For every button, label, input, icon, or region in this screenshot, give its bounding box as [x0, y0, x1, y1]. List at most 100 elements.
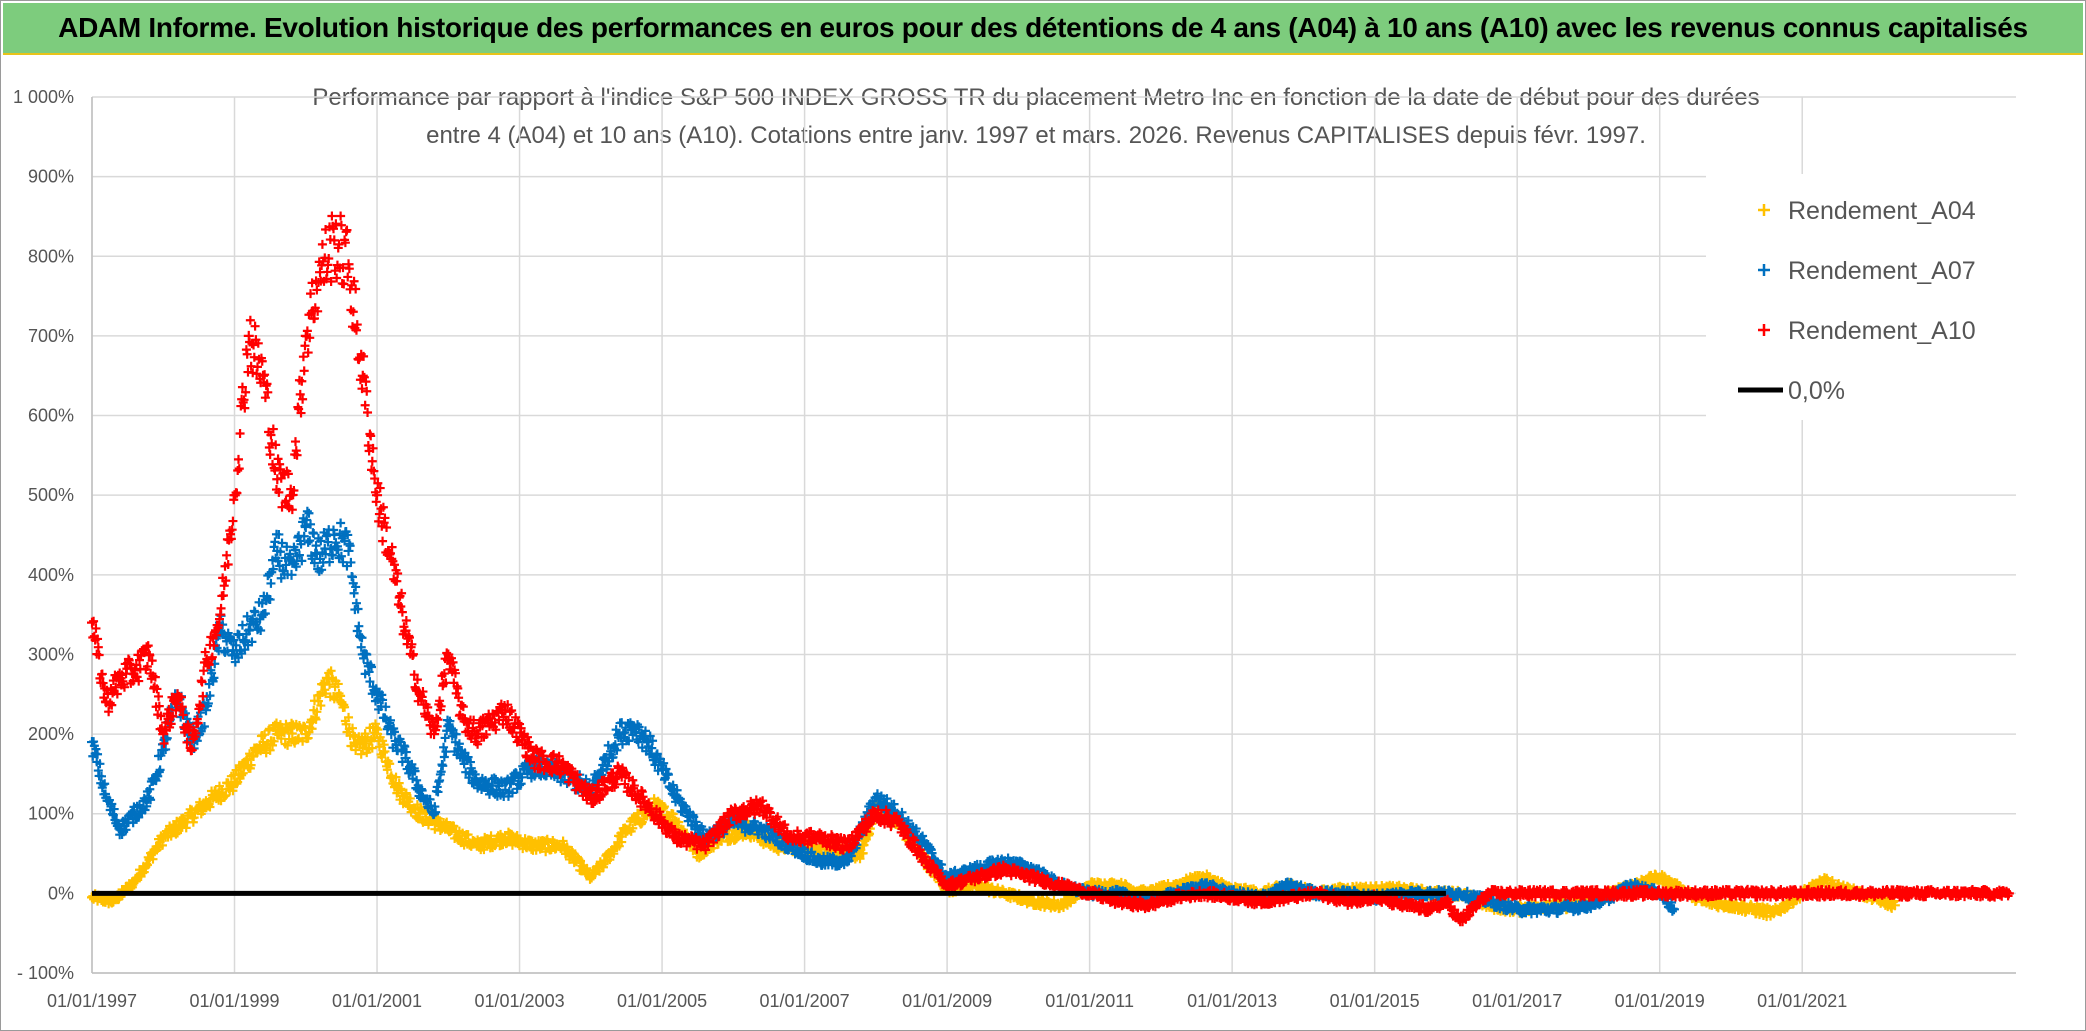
y-tick-label: 100% — [28, 804, 74, 824]
point-rendement-a04 — [367, 743, 377, 753]
point-rendement-a04 — [394, 778, 404, 788]
point-rendement-a10 — [378, 536, 388, 546]
axis-layer: - 100% 0% 100% 200% 300% 400% 500% 600% 700% 800%… — [13, 87, 2016, 1011]
point-rendement-a04 — [479, 845, 489, 855]
point-rendement-a04 — [373, 725, 383, 735]
point-rendement-a04 — [374, 742, 384, 752]
chart-title-line-2: entre 4 (A04) et 10 ans (A10). Cotations… — [426, 122, 1646, 149]
point-rendement-a04 — [341, 719, 351, 729]
report-banner: ADAM Informe. Evolution historique des p… — [3, 3, 2083, 55]
point-rendement-a07 — [438, 761, 448, 771]
point-rendement-a04 — [284, 734, 294, 744]
point-rendement-a10 — [273, 454, 283, 464]
point-rendement-a10 — [222, 550, 232, 560]
y-tick-label: 600% — [28, 406, 74, 426]
point-rendement-a04 — [311, 714, 321, 724]
point-rendement-a10 — [317, 239, 327, 249]
x-tick-label: 01/01/2017 — [1472, 991, 1562, 1011]
x-tick-label: 01/01/2001 — [332, 991, 422, 1011]
point-rendement-a04 — [380, 746, 390, 756]
x-tick-label: 01/01/2019 — [1615, 991, 1705, 1011]
y-tick-label: 900% — [28, 167, 74, 187]
x-tick-label: 01/01/2009 — [902, 991, 992, 1011]
point-rendement-a10 — [336, 211, 346, 221]
point-rendement-a07 — [336, 518, 346, 528]
y-tick-label: 500% — [28, 485, 74, 505]
point-rendement-a10 — [290, 437, 300, 447]
x-tick-label: 01/01/2021 — [1757, 991, 1847, 1011]
x-tick-label: 01/01/2015 — [1330, 991, 1420, 1011]
x-tick-label: 01/01/2011 — [1045, 991, 1134, 1011]
point-rendement-a04 — [617, 837, 627, 847]
point-rendement-a07 — [354, 621, 364, 631]
y-tick-label: 300% — [28, 644, 74, 664]
point-rendement-a04 — [321, 689, 331, 699]
y-tick-label: 0% — [48, 883, 74, 903]
point-rendement-a10 — [252, 362, 262, 372]
point-rendement-a04 — [357, 734, 367, 744]
point-rendement-a10 — [200, 647, 210, 657]
banner-title: ADAM Informe. Evolution historique des p… — [58, 12, 2028, 43]
x-tick-label: 01/01/2005 — [617, 991, 707, 1011]
point-rendement-a04 — [449, 821, 459, 831]
point-rendement-a10 — [235, 429, 245, 439]
point-rendement-a10 — [342, 225, 352, 235]
point-rendement-a07 — [349, 588, 359, 598]
point-rendement-a07 — [237, 620, 247, 630]
point-rendement-a04 — [371, 723, 381, 733]
point-rendement-a04 — [269, 736, 279, 746]
y-tick-label: 700% — [28, 326, 74, 346]
y-tick-label: 800% — [28, 246, 74, 266]
point-rendement-a04 — [463, 830, 473, 840]
point-rendement-a04 — [507, 829, 517, 839]
x-tick-label: 01/01/1997 — [47, 991, 137, 1011]
point-rendement-a10 — [245, 315, 255, 325]
point-rendement-a04 — [283, 740, 293, 750]
point-rendement-a04 — [585, 874, 595, 884]
point-rendement-a04 — [512, 831, 522, 841]
point-rendement-a10 — [234, 464, 244, 474]
point-rendement-a04 — [391, 772, 401, 782]
point-rendement-a07 — [351, 598, 361, 608]
point-rendement-a10 — [366, 431, 376, 441]
point-rendement-a04 — [205, 802, 215, 812]
x-tick-label: 01/01/1999 — [189, 991, 279, 1011]
point-rendement-a04 — [265, 745, 275, 755]
point-rendement-a04 — [674, 817, 684, 827]
point-rendement-a04 — [157, 840, 167, 850]
point-rendement-a10 — [228, 516, 238, 526]
point-rendement-a10 — [265, 450, 275, 460]
y-tick-label: - 100% — [17, 963, 74, 983]
point-rendement-a04 — [382, 765, 392, 775]
y-tick-label: 400% — [28, 565, 74, 585]
y-tick-label: 1 000% — [13, 87, 74, 107]
point-rendement-a10 — [336, 220, 346, 230]
point-rendement-a04 — [307, 724, 317, 734]
point-rendement-a10 — [327, 211, 337, 221]
point-rendement-a04 — [246, 760, 256, 770]
point-rendement-a04 — [336, 691, 346, 701]
point-rendement-a04 — [312, 707, 322, 717]
point-rendement-a04 — [361, 738, 371, 748]
point-rendement-a07 — [266, 578, 276, 588]
point-rendement-a04 — [287, 728, 297, 738]
point-rendement-a04 — [659, 802, 669, 812]
point-rendement-a10 — [218, 591, 228, 601]
point-rendement-a10 — [216, 603, 226, 613]
point-rendement-a04 — [333, 679, 343, 689]
point-rendement-a04 — [405, 793, 415, 803]
point-rendement-a10 — [154, 691, 164, 701]
y-tick-label: 200% — [28, 724, 74, 744]
point-rendement-a04 — [377, 752, 387, 762]
point-rendement-a04 — [325, 680, 335, 690]
point-rendement-a07 — [433, 787, 443, 797]
series-layer — [87, 211, 2014, 927]
point-rendement-a10 — [344, 264, 354, 274]
point-rendement-a04 — [142, 860, 152, 870]
point-rendement-a04 — [316, 701, 326, 711]
point-rendement-a04 — [226, 780, 236, 790]
point-rendement-a04 — [858, 848, 868, 858]
point-rendement-a04 — [348, 730, 358, 740]
point-rendement-a04 — [628, 823, 638, 833]
